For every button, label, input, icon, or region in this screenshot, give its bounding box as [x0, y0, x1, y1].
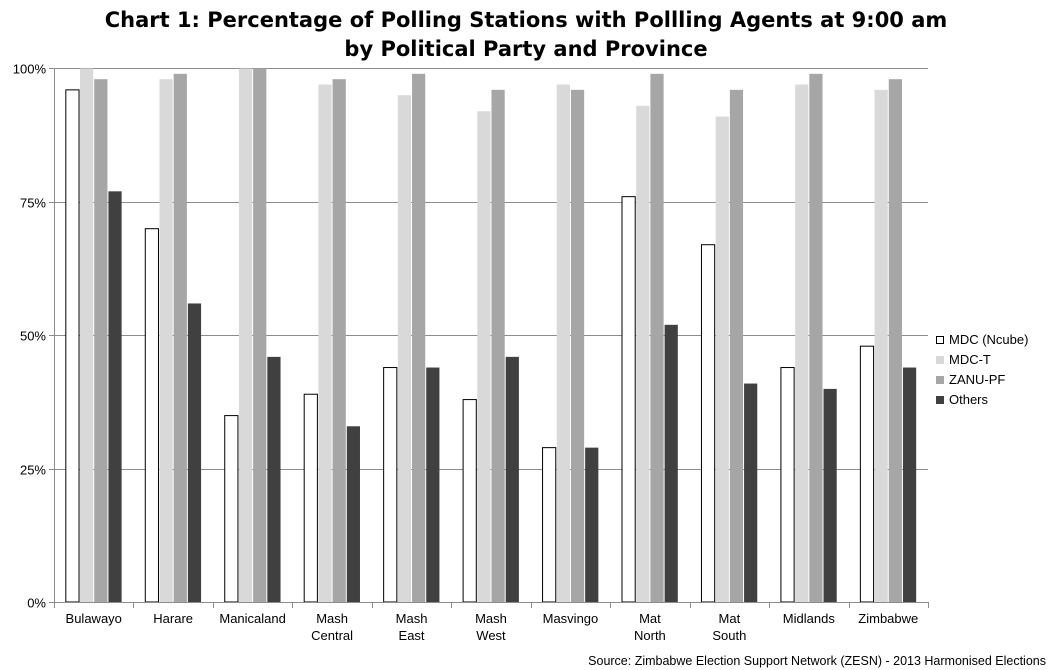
x-tick-label: Harare	[153, 611, 193, 626]
bar	[187, 303, 202, 602]
chart-title-line-1: Chart 1: Percentage of Polling Stations …	[104, 8, 948, 32]
bar	[108, 191, 122, 602]
bar	[715, 116, 729, 602]
bar	[809, 73, 823, 603]
bar	[650, 73, 664, 603]
y-tick-label: 75%	[20, 196, 46, 211]
bar	[780, 367, 795, 603]
bar	[238, 68, 253, 602]
bar	[332, 79, 346, 603]
source-note: Source: Zimbabwe Election Support Networ…	[588, 654, 1046, 668]
x-tick-label: Mash West	[475, 611, 507, 643]
bar	[664, 324, 678, 602]
bar	[80, 68, 94, 602]
bar	[159, 79, 173, 603]
bar	[412, 73, 426, 603]
legend-swatch	[936, 396, 944, 404]
legend-item: ZANU-PF	[936, 370, 1028, 390]
bar	[477, 111, 491, 602]
bar	[570, 89, 585, 603]
bar	[859, 345, 875, 603]
bar	[621, 196, 636, 603]
x-tick-label: Mash East	[396, 611, 428, 643]
bar	[888, 79, 902, 603]
bar	[491, 89, 505, 603]
legend-label: MDC-T	[949, 352, 991, 367]
bar	[253, 68, 267, 602]
x-tick-label: Zimbabwe	[858, 611, 918, 626]
y-tick-label: 100%	[13, 62, 47, 77]
x-tick-label: Midlands	[783, 611, 836, 626]
bar	[426, 367, 440, 602]
legend-label: MDC (Ncube)	[949, 332, 1029, 347]
legend-item: MDC (Ncube)	[936, 330, 1028, 350]
bar	[144, 228, 159, 603]
bar	[397, 95, 412, 602]
legend-swatch	[936, 336, 944, 344]
y-tick-label: 25%	[20, 463, 46, 478]
bar	[585, 447, 599, 602]
x-tick-label: Mat South	[712, 611, 746, 643]
bar	[542, 447, 557, 603]
y-tick-label: 50%	[20, 329, 46, 344]
y-tick-label: 0%	[27, 596, 46, 611]
chart-title: Chart 1: Percentage of Polling Stations …	[0, 6, 1052, 64]
bar	[823, 388, 837, 602]
bar	[303, 393, 318, 603]
x-tick-label: Masvingo	[543, 611, 599, 626]
legend-item: MDC-T	[936, 350, 1028, 370]
bar	[318, 84, 332, 602]
bar	[94, 79, 108, 603]
bar	[700, 244, 716, 603]
bar	[173, 73, 187, 603]
legend-item: Others	[936, 390, 1028, 410]
bar	[346, 426, 360, 602]
bar	[744, 383, 758, 602]
bar	[636, 105, 650, 602]
bar	[65, 89, 80, 603]
bar	[267, 356, 281, 602]
bar	[383, 367, 398, 603]
chart-legend: MDC (Ncube) MDC-T ZANU-PF Others	[936, 330, 1028, 410]
x-tick-label: Bulawayo	[66, 611, 122, 626]
x-tick-label: Mash Central	[311, 611, 353, 643]
x-tick-label: Mat North	[634, 611, 666, 643]
bar	[729, 89, 744, 603]
legend-swatch	[936, 356, 944, 364]
legend-swatch	[936, 376, 944, 384]
legend-label: Others	[949, 392, 989, 407]
bar	[902, 367, 917, 602]
bar	[224, 415, 239, 603]
bar	[874, 89, 888, 603]
legend-label: ZANU-PF	[949, 372, 1006, 387]
x-tick-label: Manicaland	[219, 611, 286, 626]
bar	[795, 84, 809, 602]
bar	[556, 84, 570, 602]
bar	[462, 399, 477, 603]
chart-title-line-2: by Political Party and Province	[344, 37, 708, 61]
bar	[505, 356, 519, 602]
